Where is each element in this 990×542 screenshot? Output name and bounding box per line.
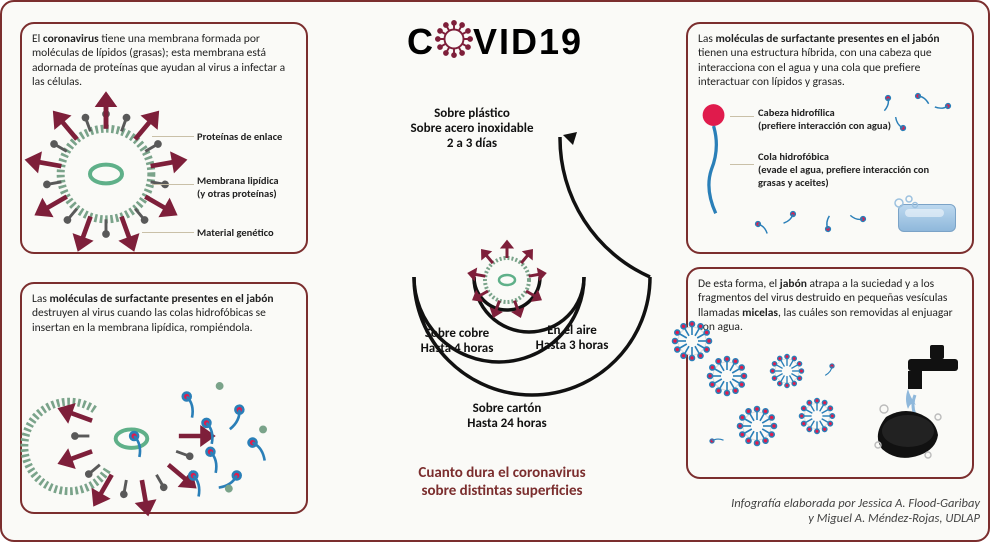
spiral-label-copper: Sobre cobre Hasta 4 horas (402, 327, 512, 357)
subtitle: Cuanto dura el coronavirus sobre distint… (332, 464, 672, 500)
panel-br-text: De esta forma, el jabón atrapa a la suci… (698, 277, 962, 335)
micelles (692, 341, 872, 481)
virus-broken-diagram (42, 356, 292, 516)
credit: Infografía elaborada por Jessica A. Floo… (680, 496, 980, 526)
surfactant-molecule (694, 102, 744, 222)
soap-icon (898, 204, 956, 232)
label-proteins: Proteínas de enlace (197, 130, 307, 143)
panel-micelles: De esta forma, el jabón atrapa a la suci… (686, 267, 974, 479)
panel-soap-destroy: Las moléculas de surfactante presentes e… (20, 282, 308, 514)
label-genetic: Material genético (197, 226, 307, 239)
spiral-label-air: En el aire Hasta 3 horas (517, 324, 627, 354)
virus-icon-title (435, 20, 473, 58)
panel-virus-structure: El coronavirus tiene una membrana formad… (20, 22, 308, 254)
surfactant-scatter (878, 88, 968, 148)
infographic-page: C VID19 (0, 0, 990, 542)
label-tail: Cola hidrofóbica (evade el agua, prefier… (758, 150, 958, 189)
virus-diagram (26, 94, 186, 254)
surfactant-scatter-2 (748, 204, 878, 254)
panel-surfactant: Las moléculas de surfactante presentes e… (686, 22, 974, 254)
panel-tr-text: Las moléculas de surfactante presentes e… (698, 32, 962, 90)
handwash-icon (868, 345, 968, 475)
panel-tl-text: El coronavirus tiene una membrana formad… (32, 32, 296, 90)
label-membrane: Membrana lipídica (y otras proteínas) (197, 174, 307, 200)
spiral-label-carton: Sobre cartón Hasta 24 horas (432, 402, 582, 432)
panel-bl-text: Las moléculas de surfactante presentes e… (32, 292, 296, 335)
spiral-label-plastic: Sobre plástico Sobre acero inoxidable 2 … (382, 107, 562, 152)
